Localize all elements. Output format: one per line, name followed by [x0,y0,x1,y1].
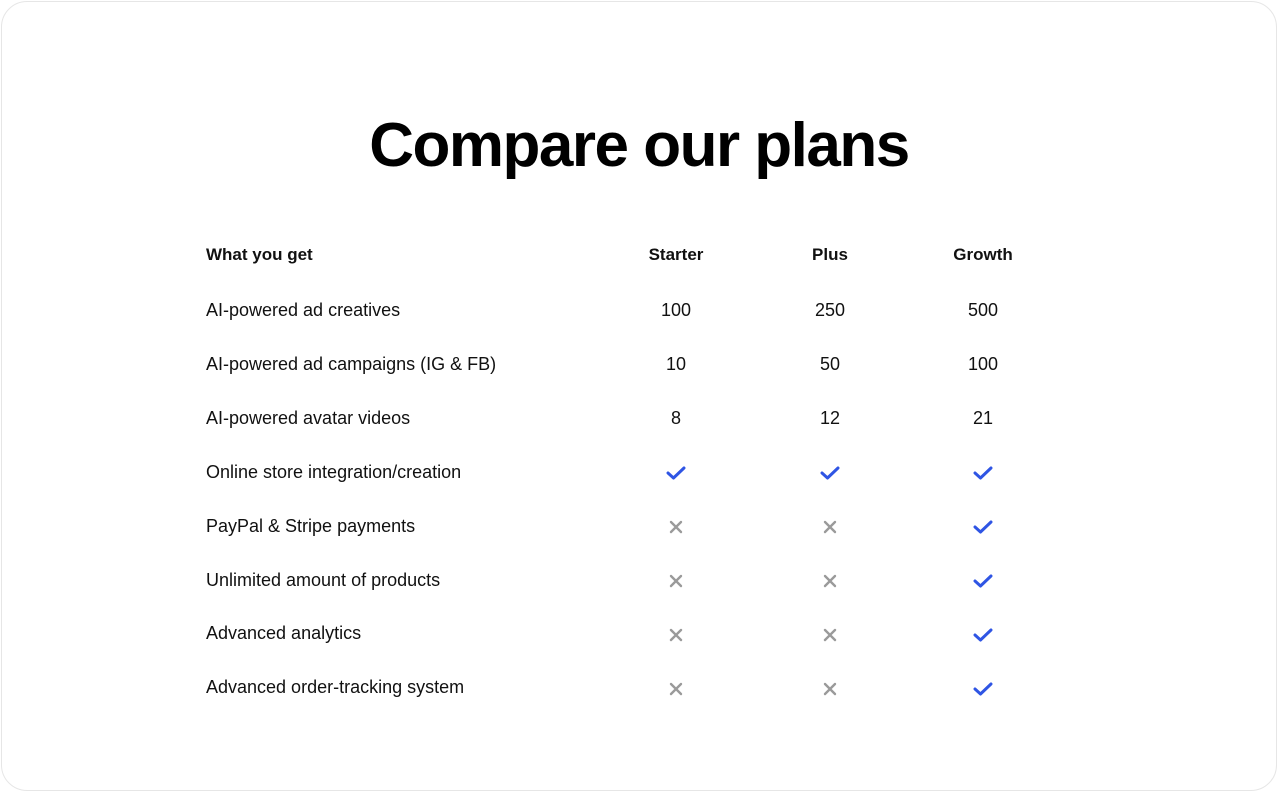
plan-header-plus: Plus [812,245,848,264]
plan-value: 250 [814,300,846,320]
check-icon [923,672,1043,702]
feature-label: Advanced analytics [206,623,362,644]
cross-icon [770,511,890,541]
feature-label: Online store integration/creation [206,461,462,482]
table-row: AI-powered ad creatives 100 250 500 [2,295,1280,325]
plan-value: 50 [819,353,841,374]
feature-label: PayPal & Stripe payments [206,515,416,536]
check-icon [770,457,890,487]
feature-label: AI-powered ad creatives [206,300,401,320]
check-icon [923,618,1043,648]
check-icon [923,565,1043,595]
table-row: Online store integration/creation [2,457,1280,487]
plan-value: 12 [819,407,841,428]
plan-value: 21 [972,407,994,428]
table-row: AI-powered ad campaigns (IG & FB) 10 50 100 [2,349,1280,379]
cross-icon [616,565,736,595]
plan-value: 8 [670,407,681,428]
feature-label: Advanced order-tracking system [206,677,465,698]
table-row: Unlimited amount of products [2,565,1280,595]
table-row: Advanced analytics [2,618,1280,648]
plan-value: 100 [660,300,692,320]
check-icon [923,457,1043,487]
table-header-row: What you get Starter Plus Growth [2,240,1280,270]
feature-label: Unlimited amount of products [206,569,441,590]
cross-icon [770,618,890,648]
plan-header-starter: Starter [648,245,704,264]
cross-icon [616,511,736,541]
header-label: What you get [206,245,313,264]
check-icon [616,457,736,487]
plan-header-growth: Growth [953,245,1013,264]
cross-icon [770,565,890,595]
plan-value: 10 [665,353,687,374]
table-row: PayPal & Stripe payments [2,511,1280,541]
plan-value: 500 [967,300,999,320]
feature-label: AI-powered ad campaigns (IG & FB) [206,353,497,374]
table-row: AI-powered avatar videos 8 12 21 [2,403,1280,433]
cross-icon [616,672,736,702]
feature-label: AI-powered avatar videos [206,407,411,428]
plan-value: 100 [967,353,999,374]
check-icon [923,511,1043,541]
cross-icon [770,672,890,702]
cross-icon [616,618,736,648]
page-title: Compare our plans [369,111,910,180]
table-row: Advanced order-tracking system [2,672,1280,702]
